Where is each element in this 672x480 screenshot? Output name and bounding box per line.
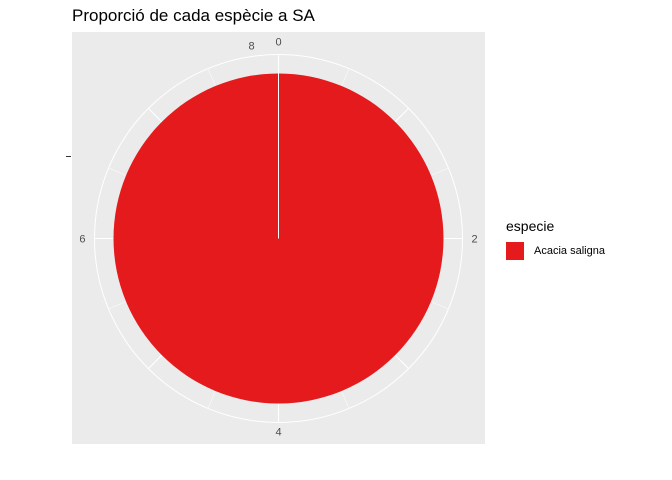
legend-key (506, 242, 524, 260)
angular-tick-label: 6 (79, 234, 85, 246)
slice-layer (113, 72, 444, 404)
angular-tick-label: 8 (248, 41, 254, 53)
angular-tick-label: 0 (275, 37, 281, 49)
legend-title: especie (506, 218, 555, 234)
angular-ticks: 0 2 4 6 8 (79, 37, 477, 439)
angular-tick-label: 2 (472, 234, 478, 246)
legend-label: Acacia saligna (534, 245, 605, 257)
legend: especie Acacia saligna (506, 218, 605, 260)
legend-item: Acacia saligna (506, 242, 605, 260)
chart-title: Proporció de cada espècie a SA (72, 6, 315, 25)
angular-tick-label: 4 (275, 427, 281, 439)
